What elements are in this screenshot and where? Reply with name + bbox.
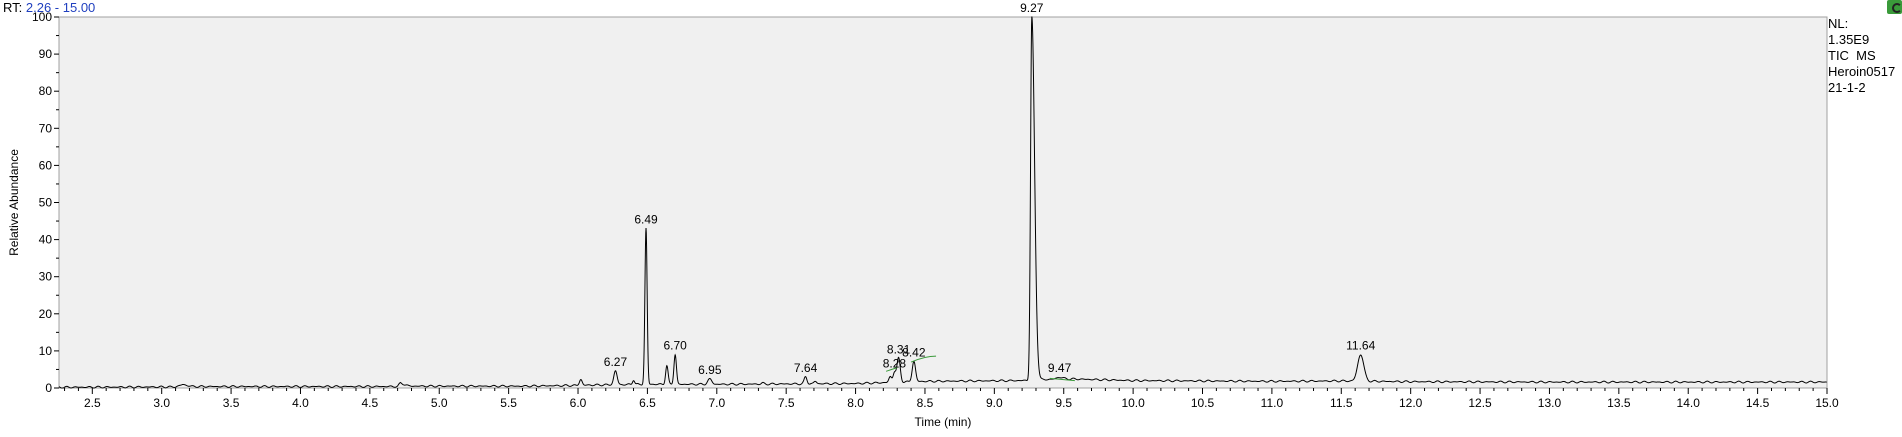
y-tick-label: 40 xyxy=(39,233,53,247)
refresh-icon[interactable] xyxy=(1887,0,1902,14)
x-tick-label: 12.5 xyxy=(1468,396,1492,410)
x-tick-label: 5.0 xyxy=(431,396,448,410)
x-tick-label: 14.0 xyxy=(1677,396,1701,410)
x-tick-label: 10.0 xyxy=(1121,396,1145,410)
y-tick-label: 30 xyxy=(39,270,53,284)
integration-baseline xyxy=(885,367,898,372)
peak-label: 6.70 xyxy=(663,339,687,353)
y-tick-label: 60 xyxy=(39,158,53,172)
y-tick-label: 20 xyxy=(39,307,53,321)
y-tick-label: 0 xyxy=(45,381,52,395)
x-tick-label: 12.0 xyxy=(1399,396,1423,410)
x-axis-label: Time (min) xyxy=(915,415,972,429)
y-tick-label: 80 xyxy=(39,84,53,98)
x-tick-label: 8.5 xyxy=(917,396,934,410)
plot-area xyxy=(58,16,1828,389)
x-tick-label: 10.5 xyxy=(1191,396,1215,410)
x-tick-label: 11.5 xyxy=(1330,396,1353,410)
x-tick-label: 11.0 xyxy=(1261,396,1284,410)
scan-filter: TIC MS xyxy=(1828,48,1876,63)
sample-name: Heroin0517 xyxy=(1828,64,1896,79)
x-tick-label: 9.0 xyxy=(986,396,1003,410)
nl-value: 1.35E9 xyxy=(1828,32,1870,47)
integration-baseline xyxy=(910,355,937,363)
peak-label: 6.95 xyxy=(698,363,722,377)
peak-label: 7.64 xyxy=(794,361,818,375)
x-tick-label: 2.5 xyxy=(84,396,101,410)
peak-label: 8.31 xyxy=(887,342,911,356)
x-tick-label: 4.0 xyxy=(292,396,309,410)
x-tick-label: 15.0 xyxy=(1815,396,1839,410)
peak-label: 11.64 xyxy=(1346,339,1375,353)
peak-label: 9.47 xyxy=(1048,361,1072,375)
integration-baseline xyxy=(1049,377,1075,382)
rt-prefix: RT: xyxy=(3,0,23,15)
x-tick-label: 7.0 xyxy=(708,396,725,410)
rt-range-label: RT: 2.26 - 15.00 xyxy=(3,0,95,15)
x-tick-label: 9.5 xyxy=(1055,396,1072,410)
x-tick-label: 13.5 xyxy=(1607,396,1631,410)
peak-label: 8.42 xyxy=(902,345,926,359)
x-tick-label: 5.5 xyxy=(500,396,517,410)
tic-trace xyxy=(58,16,1827,389)
y-axis-label: Relative Abundance xyxy=(7,149,21,256)
y-tick-label: 70 xyxy=(39,121,53,135)
x-tick-label: 3.5 xyxy=(223,396,240,410)
x-tick-label: 8.0 xyxy=(847,396,864,410)
rt-range-value: 2.26 - 15.00 xyxy=(25,0,96,15)
x-tick-label: 6.5 xyxy=(639,396,656,410)
x-tick-label: 4.5 xyxy=(362,396,379,410)
peak-label: 9.27 xyxy=(1020,1,1044,15)
x-tick-label: 14.5 xyxy=(1746,396,1770,410)
x-tick-label: 13.0 xyxy=(1538,396,1562,410)
x-tick-label: 3.0 xyxy=(153,396,170,410)
x-tick-label: 6.0 xyxy=(570,396,587,410)
y-tick-label: 10 xyxy=(39,344,53,358)
peak-label: 6.49 xyxy=(634,212,658,226)
nl-label: NL: xyxy=(1828,16,1849,31)
y-tick-label: 90 xyxy=(39,47,53,61)
y-tick-label: 50 xyxy=(39,196,53,210)
normalization-info: NL: 1.35E9 TIC MS Heroin0517 21-1-2 xyxy=(1828,16,1895,96)
sample-id: 21-1-2 xyxy=(1828,80,1866,95)
y-tick-label: 100 xyxy=(32,10,52,24)
peak-label: 8.28 xyxy=(883,356,907,370)
peak-label: 6.27 xyxy=(604,355,628,369)
x-tick-label: 7.5 xyxy=(778,396,795,410)
